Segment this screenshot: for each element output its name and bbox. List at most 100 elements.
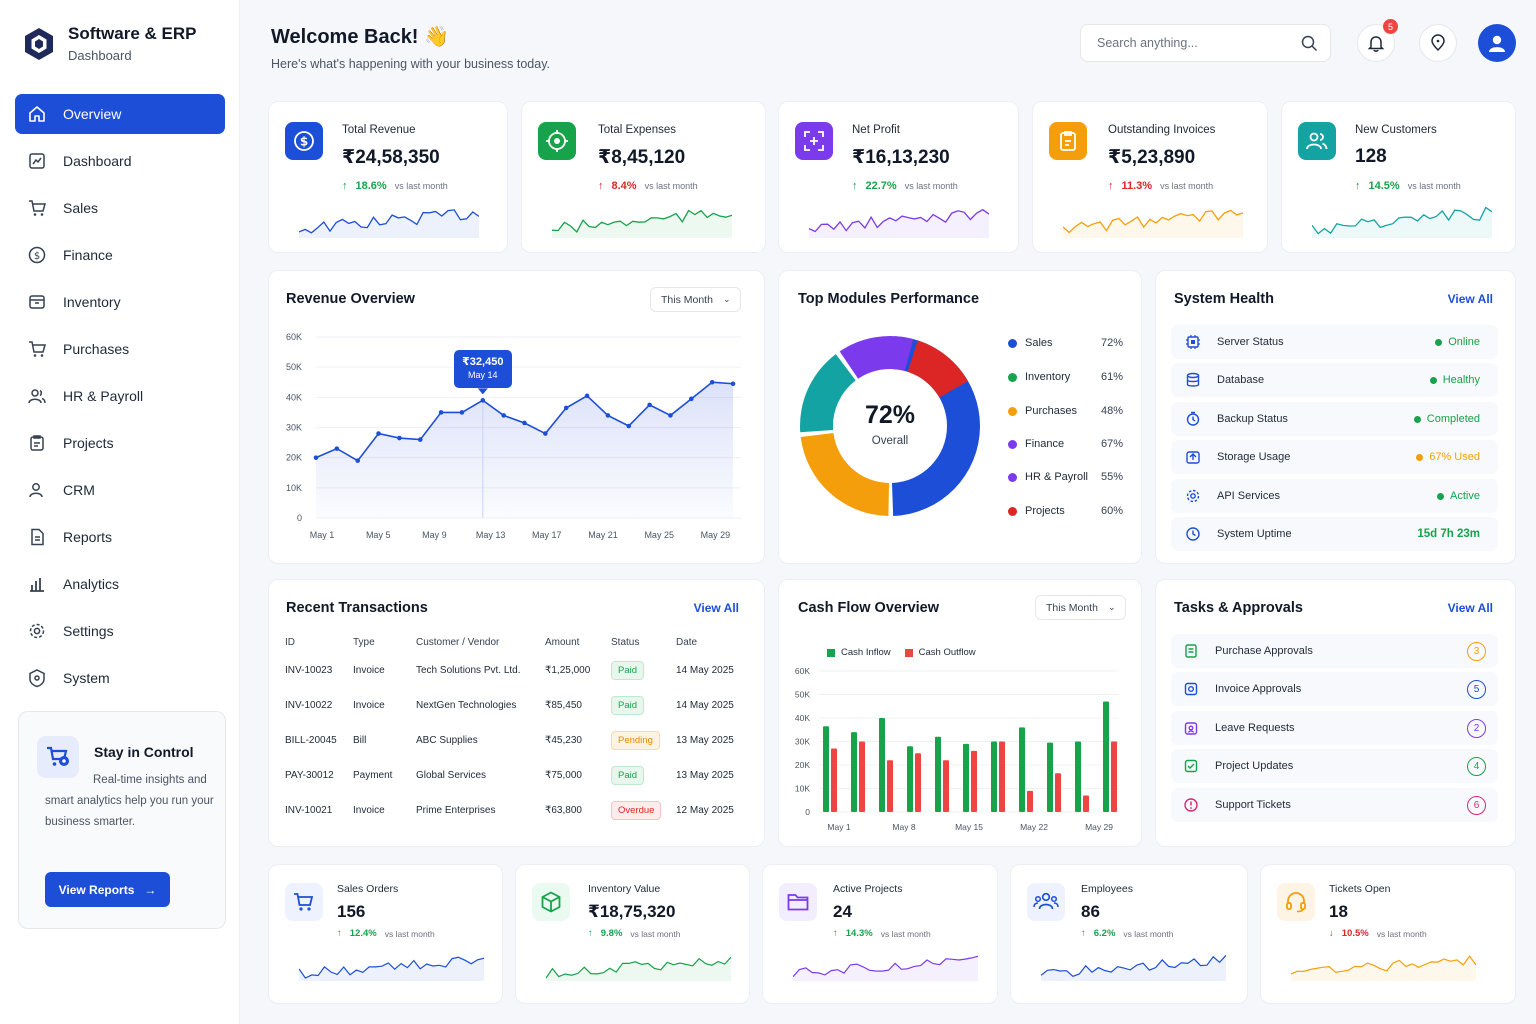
data-point[interactable] bbox=[397, 435, 402, 441]
bar-inflow[interactable] bbox=[879, 718, 885, 812]
data-point[interactable] bbox=[501, 413, 506, 418]
data-point[interactable] bbox=[355, 458, 360, 463]
data-point[interactable] bbox=[668, 413, 673, 418]
bar-inflow[interactable] bbox=[1103, 701, 1109, 812]
health-row-backup-status[interactable]: Backup Status Completed bbox=[1171, 402, 1498, 436]
bar-outflow[interactable] bbox=[999, 741, 1005, 813]
sidebar-item-overview[interactable]: Overview bbox=[15, 94, 225, 134]
stat-label: Tickets Open bbox=[1329, 883, 1391, 895]
notifications-button[interactable]: 5 bbox=[1357, 19, 1398, 62]
stat-card-active-projects[interactable]: Active Projects 24 ↑ 14.3% vs last month bbox=[762, 864, 998, 1004]
period-select[interactable]: This Month ⌄ bbox=[1035, 595, 1127, 620]
bar-inflow[interactable] bbox=[935, 736, 941, 812]
data-point[interactable] bbox=[334, 446, 340, 451]
donut-slice-projects[interactable] bbox=[907, 340, 968, 398]
data-point[interactable] bbox=[584, 393, 590, 399]
bar-outflow[interactable] bbox=[1055, 773, 1061, 812]
bar-inflow[interactable] bbox=[1019, 727, 1025, 812]
data-point[interactable] bbox=[543, 431, 548, 436]
health-row-database[interactable]: Database Healthy bbox=[1171, 363, 1498, 397]
health-row-storage-usage[interactable]: Storage Usage 67% Used bbox=[1171, 440, 1498, 474]
bar-inflow[interactable] bbox=[851, 732, 857, 812]
data-point[interactable] bbox=[647, 402, 652, 408]
data-point[interactable] bbox=[605, 413, 611, 418]
sidebar-item-settings[interactable]: Settings bbox=[15, 611, 225, 651]
sidebar-item-dashboard[interactable]: Dashboard bbox=[15, 141, 225, 181]
bar-outflow[interactable] bbox=[859, 741, 865, 813]
view-reports-button[interactable]: View Reports → bbox=[45, 872, 170, 907]
bar-outflow[interactable] bbox=[915, 753, 921, 812]
revenue-area bbox=[316, 382, 733, 518]
health-row-system-uptime[interactable]: System Uptime 15d 7h 23m bbox=[1171, 517, 1498, 551]
donut-slice-finance[interactable] bbox=[800, 354, 856, 433]
bar-outflow[interactable] bbox=[831, 748, 837, 812]
data-point[interactable] bbox=[689, 396, 694, 402]
bar-inflow[interactable] bbox=[907, 746, 913, 812]
sidebar-item-system[interactable]: System bbox=[15, 658, 225, 698]
task-row-support-tickets[interactable]: Support Tickets 6 bbox=[1171, 788, 1498, 822]
stat-card-inventory-value[interactable]: Inventory Value ₹18,75,320 ↑ 9.8% vs last … bbox=[515, 864, 750, 1004]
view-all-link[interactable]: View All bbox=[1447, 601, 1493, 615]
kpi-card-outstanding-invoices[interactable]: Outstanding Invoices ₹5,23,890 ↑ 11.3% vs … bbox=[1032, 101, 1268, 253]
data-point[interactable] bbox=[730, 381, 736, 387]
sidebar-item-inventory[interactable]: Inventory bbox=[15, 282, 225, 322]
x-tick-label: May 29 bbox=[1085, 822, 1113, 832]
brand-logo[interactable]: Software & ERP Dashboard bbox=[22, 24, 196, 63]
bar-outflow[interactable] bbox=[887, 760, 893, 812]
kpi-card-total-revenue[interactable]: $ Total Revenue ₹24,58,350 ↑ 18.6% vs last… bbox=[268, 101, 508, 253]
svg-text:$: $ bbox=[34, 251, 40, 262]
bar-inflow[interactable] bbox=[1047, 742, 1053, 812]
kpi-card-new-customers[interactable]: New Customers 128 ↑ 14.5% vs last month bbox=[1281, 101, 1516, 253]
data-point[interactable] bbox=[563, 405, 569, 411]
data-point[interactable] bbox=[480, 398, 486, 403]
bar-outflow[interactable] bbox=[1111, 741, 1117, 813]
help-button[interactable] bbox=[1419, 24, 1457, 62]
kpi-card-total-expenses[interactable]: Total Expenses ₹8,45,120 ↑ 8.4% vs last mo… bbox=[521, 101, 766, 253]
stat-card-tickets-open[interactable]: Tickets Open 18 ↓ 10.5% vs last month bbox=[1260, 864, 1516, 1004]
data-point[interactable] bbox=[626, 423, 632, 429]
health-row-server-status[interactable]: Server Status Online bbox=[1171, 325, 1498, 359]
task-row-leave-requests[interactable]: Leave Requests 2 bbox=[1171, 711, 1498, 745]
stat-card-sales-orders[interactable]: Sales Orders 156 ↑ 12.4% vs last month bbox=[268, 864, 503, 1004]
search-input[interactable]: Search anything... bbox=[1080, 24, 1331, 62]
sidebar-item-crm[interactable]: CRM bbox=[15, 470, 225, 510]
view-all-link[interactable]: View All bbox=[1447, 292, 1493, 306]
kpi-card-net-profit[interactable]: Net Profit ₹16,13,230 ↑ 22.7% vs last mont… bbox=[778, 101, 1019, 253]
sidebar-item-projects[interactable]: Projects bbox=[15, 423, 225, 463]
top-modules-card: Top Modules Performance 72% Overall Sale… bbox=[778, 270, 1142, 564]
sidebar-item-analytics[interactable]: Analytics bbox=[15, 564, 225, 604]
bar-outflow[interactable] bbox=[1027, 790, 1033, 812]
bar-inflow[interactable] bbox=[963, 743, 969, 812]
stat-card-employees[interactable]: Employees 86 ↑ 6.2% vs last month bbox=[1010, 864, 1248, 1004]
health-row-api-services[interactable]: API Services Active bbox=[1171, 479, 1498, 513]
donut-slice-hr-payroll[interactable] bbox=[839, 336, 914, 379]
sidebar-item-sales[interactable]: Sales bbox=[15, 188, 225, 228]
period-select[interactable]: This Month ⌄ bbox=[650, 287, 742, 312]
task-label: Invoice Approvals bbox=[1215, 683, 1302, 695]
data-point[interactable] bbox=[313, 455, 319, 460]
sidebar-item-reports[interactable]: Reports bbox=[15, 517, 225, 557]
task-row-invoice-approvals[interactable]: Invoice Approvals 5 bbox=[1171, 672, 1498, 706]
data-point[interactable] bbox=[522, 420, 527, 426]
data-point[interactable] bbox=[438, 410, 444, 415]
donut-slice-purchases[interactable] bbox=[800, 432, 890, 516]
sidebar-item-finance[interactable]: $ Finance bbox=[15, 235, 225, 275]
bar-outflow[interactable] bbox=[971, 750, 977, 812]
bar-outflow[interactable] bbox=[1083, 795, 1089, 812]
bar-inflow[interactable] bbox=[823, 726, 829, 812]
avatar[interactable] bbox=[1478, 24, 1516, 62]
data-point[interactable] bbox=[459, 410, 465, 415]
data-point[interactable] bbox=[417, 437, 423, 442]
status-badge: Completed bbox=[1413, 413, 1480, 425]
status-dot bbox=[1416, 453, 1424, 461]
task-row-purchase-approvals[interactable]: Purchase Approvals 3 bbox=[1171, 634, 1498, 668]
data-point[interactable] bbox=[376, 431, 381, 436]
sidebar-item-hr-payroll[interactable]: HR & Payroll bbox=[15, 376, 225, 416]
view-all-link[interactable]: View All bbox=[693, 601, 739, 615]
data-point[interactable] bbox=[709, 379, 715, 385]
task-row-project-updates[interactable]: Project Updates 4 bbox=[1171, 749, 1498, 783]
bar-outflow[interactable] bbox=[943, 760, 949, 812]
bar-inflow[interactable] bbox=[991, 741, 997, 813]
bar-inflow[interactable] bbox=[1075, 741, 1081, 813]
sidebar-item-purchases[interactable]: Purchases bbox=[15, 329, 225, 369]
